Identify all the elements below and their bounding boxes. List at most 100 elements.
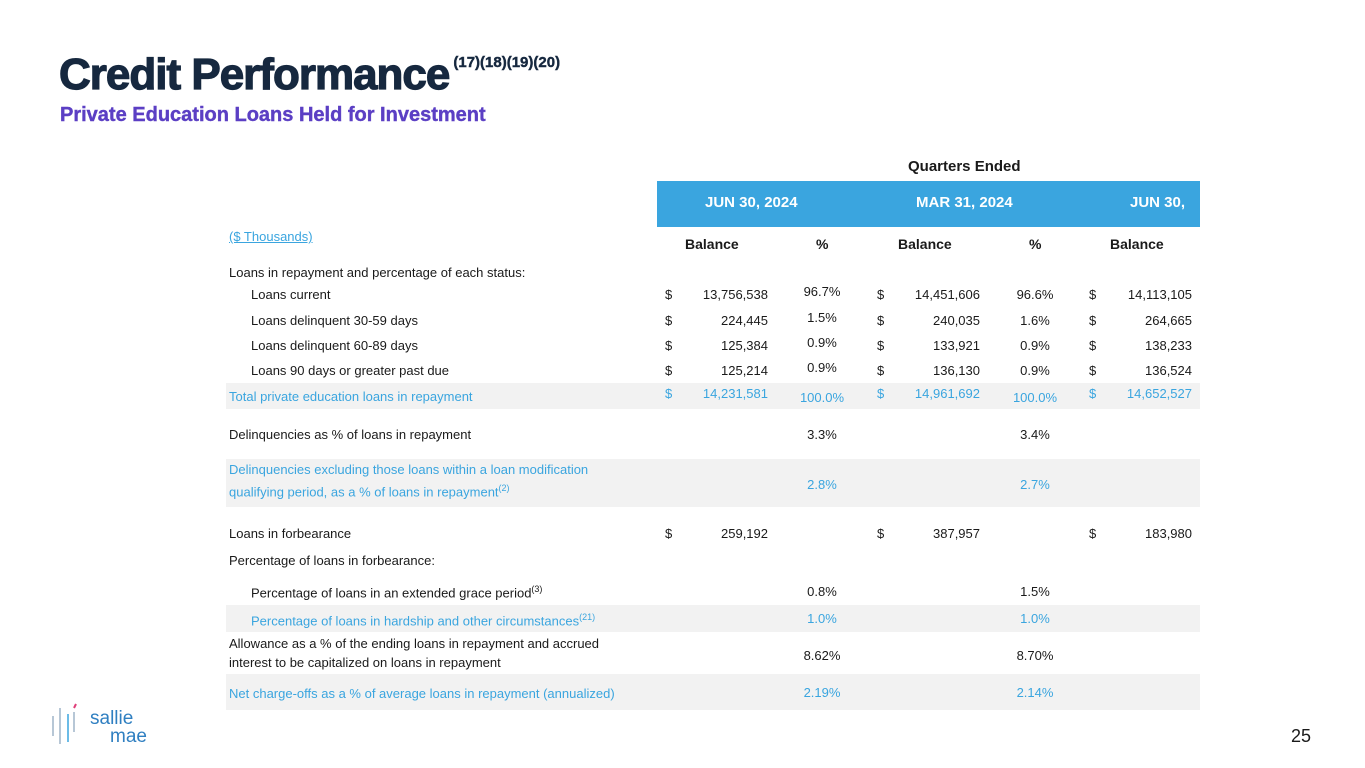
period-header-1: JUN 30, 2024 (705, 194, 798, 211)
pct-cell: 1.5% (1020, 584, 1050, 599)
row-label: Loans in forbearance (229, 526, 352, 541)
quarters-ended-label: Quarters Ended (908, 158, 1021, 175)
pct-cell: 8.70% (1016, 648, 1054, 663)
dollar-sign: $ (665, 313, 673, 328)
pct-cell: 2.14% (1016, 685, 1054, 700)
row-label: Total private education loans in repayme… (229, 389, 473, 404)
row-label: Percentage of loans in an extended grace… (251, 584, 542, 600)
section-label-repayment: Loans in repayment and percentage of eac… (229, 265, 526, 280)
col-header-balance-3: Balance (1110, 236, 1164, 252)
pct-cell: 0.8% (807, 584, 837, 599)
pct-cell: 100.0% (1012, 390, 1058, 405)
pct-cell: 1.0% (1020, 611, 1050, 626)
row-label-line2-text: qualifying period, as a % of loans in re… (229, 484, 499, 500)
nco-row-shade (226, 674, 1200, 710)
pct-cell: 0.9% (807, 360, 837, 375)
dollar-sign: $ (1089, 363, 1097, 378)
balance-cell: 264,665 (1145, 313, 1192, 328)
logo-text-mae: mae (110, 726, 147, 747)
page-subtitle: Private Education Loans Held for Investm… (60, 104, 486, 126)
col-header-balance-1: Balance (685, 236, 739, 252)
balance-cell: 13,756,538 (702, 287, 768, 302)
dollar-sign: $ (877, 363, 885, 378)
pct-cell: 96.7% (803, 284, 841, 299)
period-header-2: MAR 31, 2024 (916, 194, 1013, 211)
balance-cell: 259,192 (721, 526, 768, 541)
balance-cell: 224,445 (721, 313, 768, 328)
dollar-sign: $ (665, 386, 673, 401)
pct-cell: 0.9% (1020, 363, 1050, 378)
footnote-ref: (21) (579, 612, 596, 622)
dollar-sign: $ (665, 338, 673, 353)
pct-cell: 1.6% (1020, 313, 1050, 328)
period-header-band: JUN 30, 2024 MAR 31, 2024 JUN 30, (657, 181, 1200, 227)
dollar-sign: $ (665, 287, 673, 302)
pct-cell: 0.9% (807, 335, 837, 350)
balance-cell: 125,214 (721, 363, 768, 378)
hardship-row-shade (226, 605, 1200, 632)
balance-cell: 133,921 (933, 338, 980, 353)
balance-cell: 14,231,581 (702, 386, 768, 401)
pct-cell: 0.9% (1020, 338, 1050, 353)
pct-cell: 3.3% (807, 427, 837, 442)
pct-cell: 96.6% (1016, 287, 1054, 302)
row-label-line2: interest to be capitalized on loans in r… (229, 655, 501, 670)
units-label: ($ Thousands) (229, 229, 313, 244)
logo-mark-icon: sallie mae (52, 703, 147, 747)
sallie-mae-logo: sallie mae (50, 702, 170, 748)
pct-cell: 3.4% (1020, 427, 1050, 442)
dollar-sign: $ (1089, 287, 1097, 302)
footnote-ref: (2) (498, 483, 510, 493)
dollar-sign: $ (665, 526, 673, 541)
col-header-balance-2: Balance (898, 236, 952, 252)
pct-cell: 1.5% (807, 310, 837, 325)
row-label-line2: qualifying period, as a % of loans in re… (229, 483, 510, 499)
page-number: 25 (1291, 726, 1312, 746)
pct-cell: 1.0% (807, 611, 837, 626)
dollar-sign: $ (1089, 386, 1097, 401)
section-label-forbearance: Percentage of loans in forbearance: (229, 553, 435, 568)
page-title: Credit Performance (17)(18)(19)(20) (58, 49, 560, 100)
balance-cell: 14,652,527 (1126, 386, 1192, 401)
delinq-ex-row-shade (226, 459, 1200, 507)
balance-cell: 14,113,105 (1127, 287, 1192, 302)
logo-text-sallie: sallie (90, 708, 133, 729)
title-text: Credit Performance (58, 49, 451, 99)
balance-cell: 125,384 (721, 338, 768, 353)
col-header-pct-1: % (816, 236, 829, 252)
row-label-text: Percentage of loans in an extended grace… (251, 585, 532, 601)
row-label: Net charge-offs as a % of average loans … (229, 686, 615, 701)
dollar-sign: $ (1089, 313, 1097, 328)
row-label-line1: Allowance as a % of the ending loans in … (229, 636, 600, 651)
balance-cell: 14,961,692 (914, 386, 980, 401)
pct-cell: 2.19% (803, 685, 841, 700)
balance-cell: 14,451,606 (914, 287, 980, 302)
balance-cell: 183,980 (1145, 526, 1192, 541)
row-label: Loans 90 days or greater past due (251, 363, 450, 378)
dollar-sign: $ (665, 363, 673, 378)
total-row-shade (226, 383, 1200, 409)
period-header-3: JUN 30, (1130, 194, 1186, 211)
dollar-sign: $ (1089, 338, 1097, 353)
dollar-sign: $ (877, 386, 885, 401)
dollar-sign: $ (877, 287, 885, 302)
row-label: Percentage of loans in hardship and othe… (251, 612, 595, 628)
dollar-sign: $ (1089, 526, 1097, 541)
pct-cell: 8.62% (803, 648, 841, 663)
pct-cell: 2.7% (1020, 477, 1050, 492)
row-label: Delinquencies as % of loans in repayment (229, 427, 472, 442)
balance-cell: 136,524 (1145, 363, 1192, 378)
pct-cell: 100.0% (799, 390, 845, 405)
balance-cell: 136,130 (933, 363, 980, 378)
balance-cell: 240,035 (933, 313, 980, 328)
footnote-ref: (3) (531, 584, 543, 594)
balance-cell: 387,957 (933, 526, 980, 541)
dollar-sign: $ (877, 338, 885, 353)
dollar-sign: $ (877, 313, 885, 328)
title-footnote-refs: (17)(18)(19)(20) (453, 54, 561, 71)
balance-cell: 138,233 (1145, 338, 1192, 353)
col-header-pct-2: % (1029, 236, 1042, 252)
pct-cell: 2.8% (807, 477, 837, 492)
dollar-sign: $ (877, 526, 885, 541)
row-label: Loans delinquent 30-59 days (251, 313, 418, 328)
